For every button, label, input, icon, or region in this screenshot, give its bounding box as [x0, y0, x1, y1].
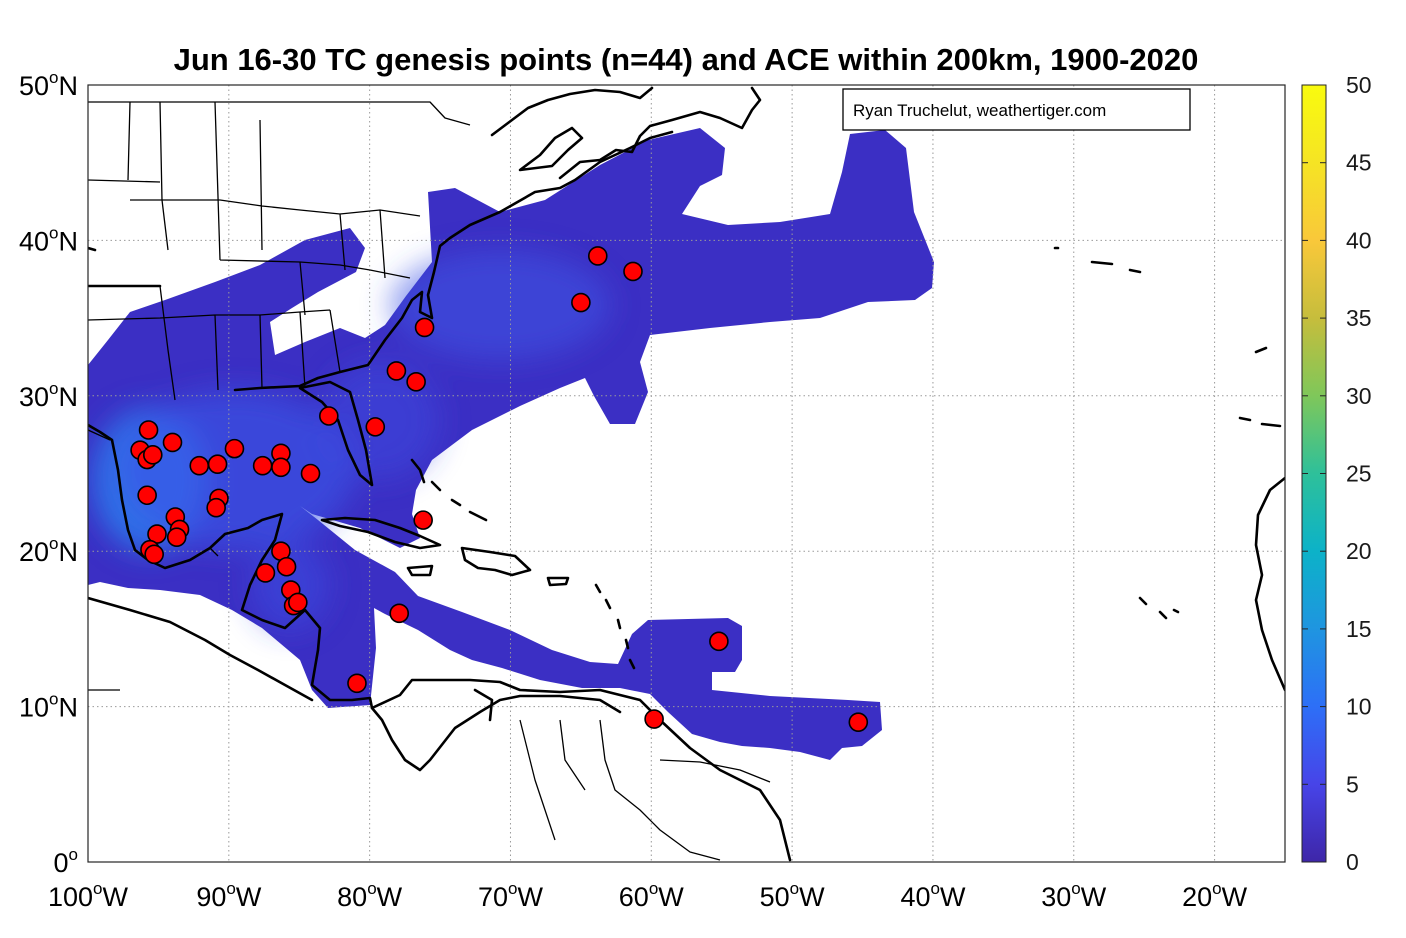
x-tick-label: 20oW — [1182, 879, 1248, 912]
credit-box: Ryan Truchelut, weathertiger.com — [842, 88, 1191, 131]
coastlines — [88, 86, 1285, 862]
genesis-point — [138, 420, 159, 440]
genesis-point — [288, 592, 308, 613]
colorbar-tick-label: 50 — [1346, 72, 1372, 98]
x-tick-label: 90oW — [196, 879, 262, 912]
political-borders — [88, 101, 771, 861]
x-tick-label: 100oW — [48, 879, 129, 912]
genesis-point — [319, 406, 339, 426]
y-tick-label: 50oN — [19, 68, 78, 101]
colorbar-tick-label: 15 — [1346, 616, 1372, 642]
colorbar-tick-label: 30 — [1346, 383, 1372, 409]
genesis-point — [389, 603, 410, 624]
latitude-tick-labels: 0o 10oN 20oN 30oN 40oN 50oN — [19, 68, 78, 878]
y-tick-label: 30oN — [19, 379, 78, 412]
genesis-point — [271, 457, 291, 478]
genesis-point — [276, 556, 297, 577]
colorbar-tick-label: 5 — [1346, 771, 1359, 797]
colorbar-tick-label: 20 — [1346, 538, 1372, 564]
longitude-tick-labels: 100oW 90oW 80oW 70oW 60oW 50oW 40oW 30oW 20oW — [48, 879, 1248, 912]
genesis-point — [848, 712, 869, 732]
y-tick-label: 20oN — [19, 534, 78, 567]
map-frame — [87, 84, 1286, 863]
genesis-point — [224, 438, 245, 459]
genesis-point — [144, 544, 164, 565]
genesis-point — [365, 417, 386, 437]
genesis-point — [347, 673, 367, 694]
colorbar-tick-label: 10 — [1346, 694, 1372, 720]
colorbar-tick-labels: 0 5 10 15 20 25 30 35 40 45 50 — [1302, 72, 1372, 875]
genesis-point — [137, 485, 157, 506]
genesis-point — [709, 631, 729, 652]
genesis-point — [252, 455, 273, 476]
genesis-point — [300, 463, 321, 484]
colorbar: 0 5 10 15 20 25 30 35 40 45 50 — [1301, 72, 1372, 875]
genesis-point — [386, 361, 407, 381]
x-tick-label: 50oW — [760, 879, 826, 912]
colorbar-tick-label: 35 — [1346, 305, 1372, 331]
genesis-point — [166, 527, 187, 548]
genesis-point — [623, 261, 643, 282]
colorbar-tick-label: 40 — [1346, 227, 1372, 253]
genesis-point — [206, 497, 226, 518]
genesis-point — [414, 317, 435, 338]
map-panel: Ryan Truchelut, weathertiger.com 100oW 90… — [19, 68, 1286, 912]
y-tick-label: 0o — [54, 845, 79, 878]
genesis-point — [142, 445, 163, 465]
colorbar-tick-label: 25 — [1346, 461, 1372, 487]
x-tick-label: 60oW — [619, 879, 685, 912]
colorbar-tick-label: 45 — [1346, 150, 1372, 176]
credit-text: Ryan Truchelut, weathertiger.com — [853, 101, 1106, 120]
x-tick-label: 80oW — [337, 879, 403, 912]
colorbar-tick-label: 0 — [1346, 849, 1359, 875]
x-tick-label: 30oW — [1041, 879, 1107, 912]
genesis-point — [587, 246, 608, 266]
genesis-points — [130, 246, 869, 732]
y-tick-label: 10oN — [19, 690, 78, 723]
x-tick-label: 40oW — [900, 879, 966, 912]
genesis-point — [406, 372, 426, 392]
genesis-point — [571, 292, 591, 313]
x-tick-label: 70oW — [478, 879, 544, 912]
genesis-point — [255, 563, 276, 583]
figure-title: Jun 16-30 TC genesis points (n=44) and A… — [174, 42, 1199, 77]
genesis-point — [644, 709, 664, 729]
genesis-point — [413, 510, 433, 530]
y-tick-label: 40oN — [19, 223, 78, 256]
genesis-point — [207, 454, 228, 474]
genesis-point — [162, 432, 183, 453]
genesis-point — [189, 455, 210, 476]
